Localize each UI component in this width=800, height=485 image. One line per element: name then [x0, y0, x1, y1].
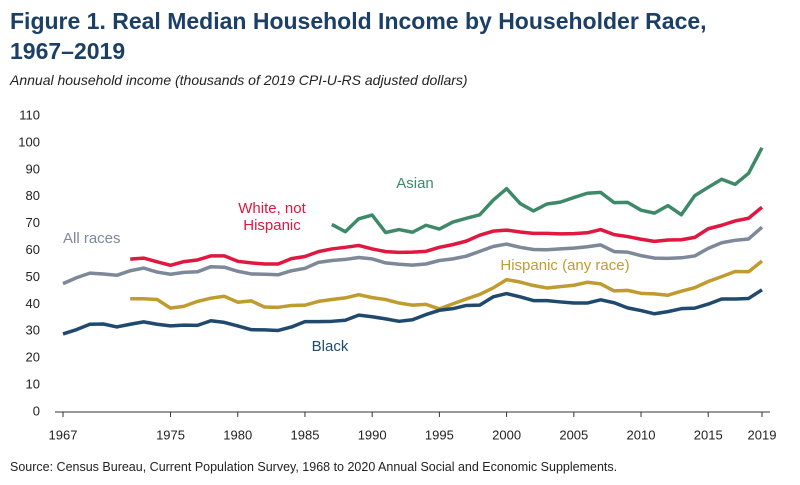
series-line: [331, 146, 764, 235]
series-line: [62, 225, 764, 286]
x-tick-label: 2019: [748, 427, 777, 442]
y-tick-label: 20: [26, 350, 40, 365]
x-tick-label: 2005: [559, 427, 588, 442]
series-label: All races: [63, 230, 121, 247]
series-label: Black: [311, 338, 349, 355]
series-label: White, not Hispanic: [238, 200, 306, 234]
chart-subtitle: Annual household income (thousands of 20…: [10, 72, 468, 88]
series-label: Hispanic (any race): [500, 257, 630, 274]
y-tick-label: 50: [26, 269, 40, 284]
chart-title: Figure 1. Real Median Household Income b…: [10, 8, 707, 64]
y-tick-label: 110: [19, 107, 40, 122]
y-tick-label: 60: [26, 242, 40, 257]
y-tick-label: 70: [26, 215, 40, 230]
y-tick-label: 90: [26, 161, 40, 176]
x-tick-label: 1967: [49, 427, 78, 442]
x-tick-label: 1985: [291, 427, 320, 442]
x-tick-label: 1990: [358, 427, 387, 442]
series-line: [130, 205, 764, 268]
series-line: [62, 288, 763, 336]
y-tick-label: 30: [26, 323, 40, 338]
x-tick-label: 1995: [425, 427, 454, 442]
x-tick-label: 1975: [156, 427, 185, 442]
x-tick-label: 2000: [492, 427, 521, 442]
y-tick-label: 10: [26, 377, 40, 392]
y-tick-label: 100: [18, 134, 40, 149]
series-label: Asian: [396, 175, 434, 192]
x-tick-label: 2010: [627, 427, 656, 442]
series-line: [130, 259, 764, 311]
y-tick-label: 40: [26, 296, 40, 311]
x-tick-label: 2015: [694, 427, 723, 442]
source-note: Source: Census Bureau, Current Populatio…: [10, 460, 618, 474]
y-tick-label: 80: [26, 188, 40, 203]
x-tick-label: 1980: [223, 427, 252, 442]
y-tick-label: 0: [33, 403, 40, 418]
